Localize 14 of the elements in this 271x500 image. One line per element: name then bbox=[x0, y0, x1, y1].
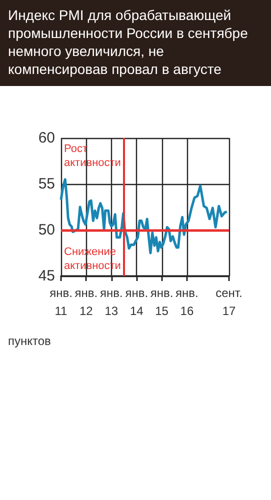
y-tick-label: 60 bbox=[38, 130, 55, 146]
x-tick-label: янв. 12 bbox=[74, 286, 98, 318]
line-series bbox=[60, 178, 228, 254]
x-tick-label: сент. 17 bbox=[216, 286, 242, 318]
x-tick-label: янв. 14 bbox=[125, 286, 148, 318]
y-tick-label: 45 bbox=[38, 268, 55, 284]
x-tick-label: янв. 16 bbox=[176, 286, 198, 318]
y-tick-label: 55 bbox=[38, 176, 55, 192]
x-tick-label: янв. 11 bbox=[50, 286, 72, 318]
text: пунктов bbox=[8, 334, 51, 348]
x-tick-label: янв. 15 bbox=[150, 286, 174, 318]
x-tick-label: янв. 13 bbox=[100, 286, 123, 318]
chart-title: Индекс PMI для обрабатывающей промышленности России в сентябре немного увеличился, не компенсировав провал в августе bbox=[0, 0, 271, 86]
y-tick-label: 50 bbox=[38, 222, 55, 238]
